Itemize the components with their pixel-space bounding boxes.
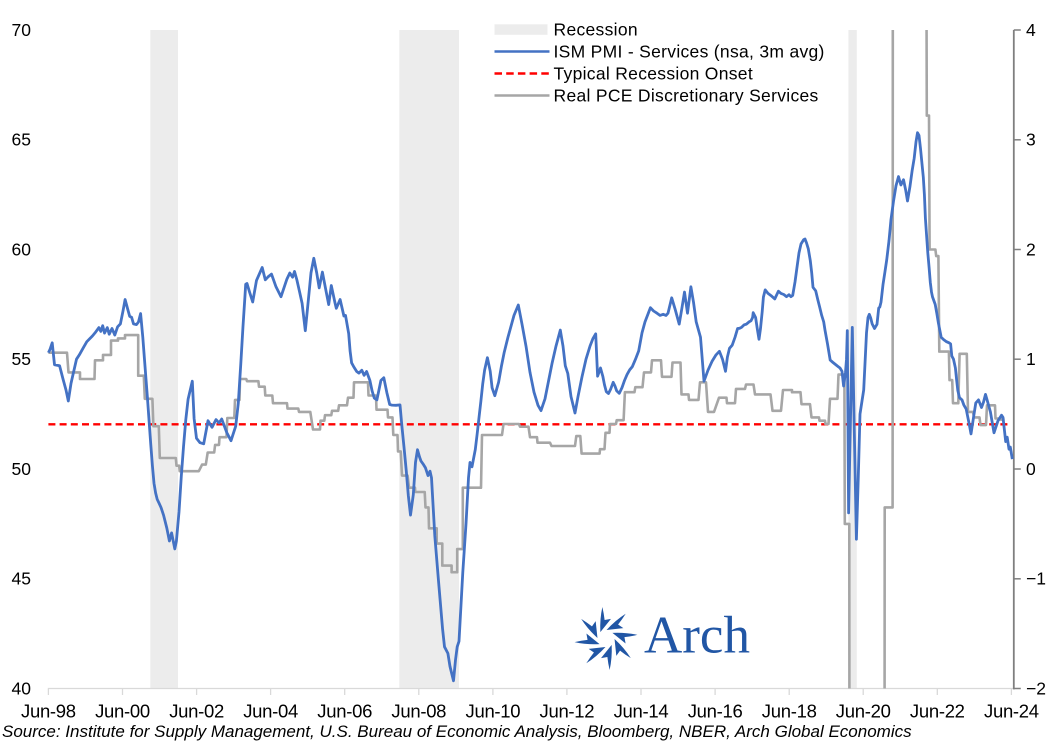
svg-text:Jun-24: Jun-24 [984, 701, 1039, 722]
svg-text:Jun-98: Jun-98 [21, 701, 76, 722]
svg-text:50: 50 [12, 459, 32, 479]
svg-text:65: 65 [12, 130, 31, 150]
svg-text:Jun-12: Jun-12 [540, 701, 595, 722]
svg-text:Arch: Arch [644, 607, 750, 665]
svg-text:40: 40 [12, 678, 32, 698]
svg-text:Jun-08: Jun-08 [391, 701, 446, 722]
svg-text:−1: −1 [1026, 569, 1046, 589]
svg-text:Jun-10: Jun-10 [466, 701, 521, 722]
svg-text:3: 3 [1026, 130, 1036, 150]
svg-text:Source: Institute for Supply M: Source: Institute for Supply Management,… [2, 722, 912, 741]
svg-text:60: 60 [12, 239, 32, 259]
svg-text:Typical Recession Onset: Typical Recession Onset [554, 64, 754, 84]
svg-text:Jun-00: Jun-00 [95, 701, 150, 722]
svg-text:ISM PMI - Services (nsa, 3m av: ISM PMI - Services (nsa, 3m avg) [554, 42, 825, 62]
svg-text:Real PCE Discretionary Service: Real PCE Discretionary Services [554, 86, 819, 106]
svg-text:Jun-20: Jun-20 [836, 701, 891, 722]
svg-text:Jun-14: Jun-14 [614, 701, 669, 722]
svg-text:Jun-18: Jun-18 [762, 701, 817, 722]
svg-text:0: 0 [1026, 459, 1036, 479]
svg-text:Jun-16: Jun-16 [688, 701, 743, 722]
svg-text:Jun-06: Jun-06 [317, 701, 372, 722]
svg-text:Jun-04: Jun-04 [243, 701, 298, 722]
svg-text:45: 45 [12, 569, 31, 589]
svg-text:55: 55 [12, 349, 31, 369]
svg-text:70: 70 [12, 20, 32, 40]
svg-text:Recession: Recession [554, 20, 638, 40]
svg-text:4: 4 [1026, 20, 1036, 40]
svg-text:2: 2 [1026, 239, 1036, 259]
svg-text:1: 1 [1026, 349, 1036, 369]
svg-text:−2: −2 [1026, 678, 1046, 698]
svg-text:Jun-02: Jun-02 [169, 701, 224, 722]
svg-text:Jun-22: Jun-22 [910, 701, 965, 722]
